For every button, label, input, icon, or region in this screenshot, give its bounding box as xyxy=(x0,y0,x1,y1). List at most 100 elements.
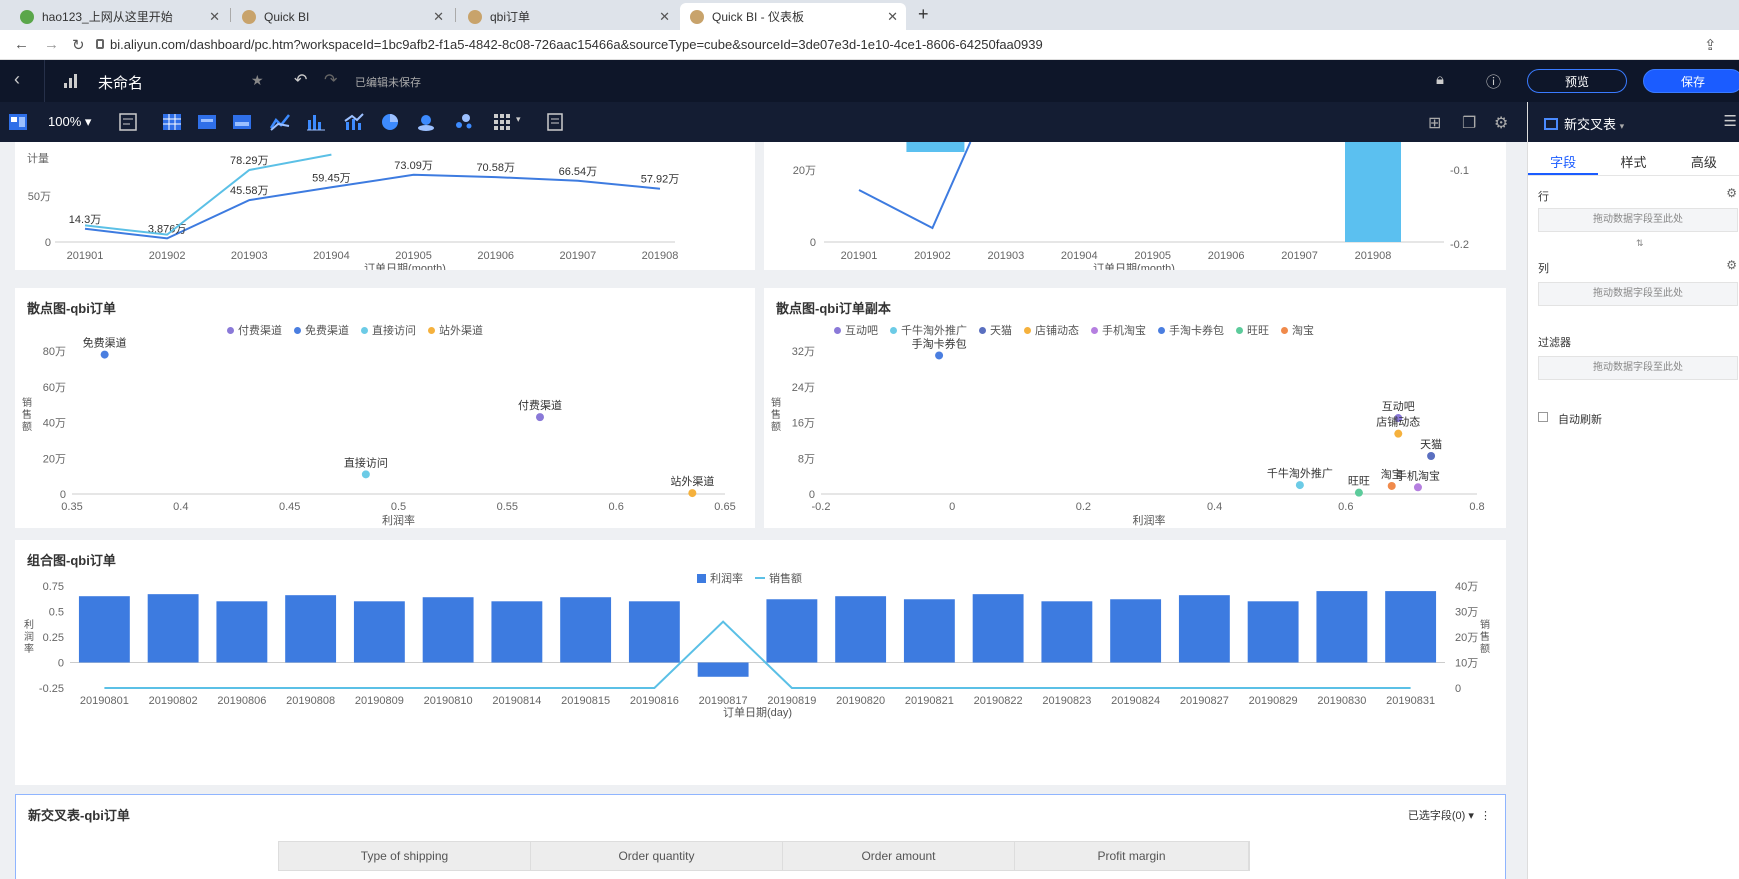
legend-item[interactable]: 手机淘宝 xyxy=(1102,325,1146,337)
x-tick-label: 201907 xyxy=(559,250,596,262)
url-field[interactable]: bi.aliyun.com/dashboard/pc.htm?workspace… xyxy=(110,37,1043,52)
browser-tab-qbi-order[interactable]: qbi订单 ✕ xyxy=(458,3,678,30)
legend-item[interactable]: 天猫 xyxy=(990,325,1012,337)
data-label: 淘宝 xyxy=(1381,467,1403,481)
browser-tab-quickbi[interactable]: Quick BI ✕ xyxy=(232,3,452,30)
browser-tab-hao123[interactable]: hao123_上网从这里开始 ✕ xyxy=(10,3,228,30)
bar xyxy=(1110,599,1162,663)
close-icon[interactable]: ✕ xyxy=(887,8,898,24)
help-icon[interactable]: ⓘ xyxy=(1486,74,1502,91)
query-control-icon[interactable] xyxy=(118,112,138,132)
bar xyxy=(972,594,1024,663)
pie-chart-icon[interactable] xyxy=(380,112,400,132)
more-charts-icon[interactable] xyxy=(492,112,512,132)
legend-item[interactable]: 销售额 xyxy=(769,573,802,585)
reload-icon[interactable]: ↻ xyxy=(72,37,85,54)
back-icon[interactable]: ‹ xyxy=(14,69,20,89)
settings-gear-icon[interactable]: ⚙ xyxy=(1726,258,1737,272)
column-header[interactable]: Order quantity xyxy=(531,842,783,870)
copy-icon[interactable]: ❐ xyxy=(1462,115,1477,132)
text-box-icon[interactable] xyxy=(545,112,565,132)
legend-item[interactable]: 店铺动态 xyxy=(1035,325,1079,337)
legend-item[interactable]: 淘宝 xyxy=(1292,325,1314,337)
legend-marker xyxy=(1024,327,1031,334)
line-chart-icon[interactable] xyxy=(270,112,290,132)
tab-title: qbi订单 xyxy=(490,10,531,24)
close-icon[interactable]: ✕ xyxy=(433,8,444,24)
undo-icon[interactable]: ↶ xyxy=(294,72,308,89)
property-panel: 新交叉表 ▾ ☰ 字段 样式 高级 行 ⚙ 拖动数据字段至此处 ⇅ 列 ⚙ 拖动… xyxy=(1527,102,1739,879)
new-tab-icon[interactable]: + xyxy=(918,4,929,24)
component-icon[interactable]: ⊞ xyxy=(1428,115,1442,132)
bar-chart-card[interactable]: 0 20万 -0.1 -0.2 201901 201902 201903 201904 2019… xyxy=(764,142,1506,275)
series-line xyxy=(858,142,972,230)
forward-arrow-icon[interactable]: → xyxy=(44,36,59,53)
zoom-select[interactable]: 100% ▾ xyxy=(48,114,92,129)
chart-legend: 利润率 销售额 xyxy=(685,570,802,586)
auto-refresh-checkbox[interactable] xyxy=(1538,412,1548,422)
indicator-icon[interactable] xyxy=(232,112,252,132)
scatter-chart-icon[interactable] xyxy=(454,112,474,132)
close-icon[interactable]: ✕ xyxy=(209,8,220,24)
x-tick-label: 20190820 xyxy=(836,695,885,707)
crosstab-card[interactable]: 新交叉表-qbi订单 已选字段(0) ▾ ⋮ Type of shipping … xyxy=(15,794,1506,879)
scatter-chart-copy-card[interactable]: 散点图-qbi订单副本 互动吧 千牛淘外推广 天猫 店铺动态 手机淘宝 手淘卡券包 旺旺 淘宝… xyxy=(764,288,1506,528)
x-axis-label: 订单日期(day) xyxy=(723,706,792,719)
bar xyxy=(560,597,612,663)
preview-button[interactable]: 预览 xyxy=(1527,69,1627,93)
close-icon[interactable]: ✕ xyxy=(659,8,670,24)
column-header[interactable]: Order amount xyxy=(783,842,1015,870)
data-label: 59.45万 xyxy=(312,172,351,184)
bar xyxy=(78,596,130,663)
panel-title[interactable]: 新交叉表 xyxy=(1564,117,1617,132)
line-chart-card[interactable]: 0 50万 计量 201901 201902 201903 201904 201905 2019… xyxy=(15,142,755,275)
x-tick-label: 201905 xyxy=(395,250,432,262)
legend-item[interactable]: 互动吧 xyxy=(845,325,878,337)
tab-fields[interactable]: 字段 xyxy=(1528,142,1599,175)
table-icon[interactable] xyxy=(162,112,182,132)
rows-drop-zone[interactable]: 拖动数据字段至此处 xyxy=(1538,208,1738,232)
legend-item[interactable]: 千牛淘外推广 xyxy=(901,325,967,337)
x-tick-label: 201901 xyxy=(67,250,104,262)
chevron-down-icon[interactable]: ▾ xyxy=(1619,121,1625,131)
menu-icon[interactable]: ☰ xyxy=(1723,113,1737,130)
browser-tab-dashboard[interactable]: Quick BI - 仪表板 ✕ xyxy=(680,3,906,30)
layout-icon[interactable] xyxy=(8,112,28,132)
tab-style[interactable]: 样式 xyxy=(1620,155,1647,170)
bar xyxy=(628,601,680,663)
map-icon[interactable] xyxy=(416,112,436,132)
combo-chart-icon[interactable] xyxy=(344,112,364,132)
bar xyxy=(1385,591,1437,663)
legend-item[interactable]: 手淘卡券包 xyxy=(1169,325,1224,337)
filter-drop-zone[interactable]: 拖动数据字段至此处 xyxy=(1538,356,1738,380)
tab-advanced[interactable]: 高级 xyxy=(1690,155,1717,170)
combo-chart-card[interactable]: 组合图-qbi订单 利润率 销售额 -0.25 0 0.25 0.5 0.75 0 10万 20… xyxy=(15,540,1506,785)
settings-gear-icon[interactable]: ⚙ xyxy=(1494,115,1509,132)
legend-item[interactable]: 免费渠道 xyxy=(305,325,349,337)
star-icon[interactable]: ★ xyxy=(251,72,264,88)
chevron-down-icon[interactable]: ▾ xyxy=(516,114,521,124)
data-label: 免费渠道 xyxy=(83,336,127,350)
redo-icon[interactable]: ↷ xyxy=(324,72,338,89)
legend-item[interactable]: 利润率 xyxy=(710,573,743,585)
legend-item[interactable]: 直接访问 xyxy=(372,325,416,337)
legend-item[interactable]: 旺旺 xyxy=(1247,325,1269,337)
legend-item[interactable]: 付费渠道 xyxy=(238,325,282,337)
bar-chart-icon[interactable] xyxy=(306,112,326,132)
dashboard-title[interactable]: 未命名 xyxy=(98,75,144,92)
lock-icon[interactable]: 🔒︎ xyxy=(1436,71,1444,88)
settings-gear-icon[interactable]: ⚙ xyxy=(1726,186,1737,200)
column-header[interactable]: Type of shipping xyxy=(279,842,531,870)
back-arrow-icon[interactable]: ← xyxy=(14,36,29,53)
share-icon[interactable]: ⇪ xyxy=(1704,37,1717,54)
selected-fields-dropdown[interactable]: 已选字段(0) ▾ ⋮ xyxy=(1407,810,1491,822)
scatter-chart-card[interactable]: 散点图-qbi订单 付费渠道 免费渠道 直接访问 站外渠道 0 20万 40万 60万 80万… xyxy=(15,288,755,528)
x-tick-label: 0.4 xyxy=(1207,501,1222,513)
column-header[interactable]: Profit margin xyxy=(1015,842,1249,870)
kpi-card-icon[interactable] xyxy=(197,112,217,132)
save-button[interactable]: 保存 xyxy=(1643,69,1739,93)
legend-item[interactable]: 站外渠道 xyxy=(439,325,483,337)
swap-icon[interactable]: ⇅ xyxy=(1636,238,1644,248)
columns-drop-zone[interactable]: 拖动数据字段至此处 xyxy=(1538,282,1738,306)
